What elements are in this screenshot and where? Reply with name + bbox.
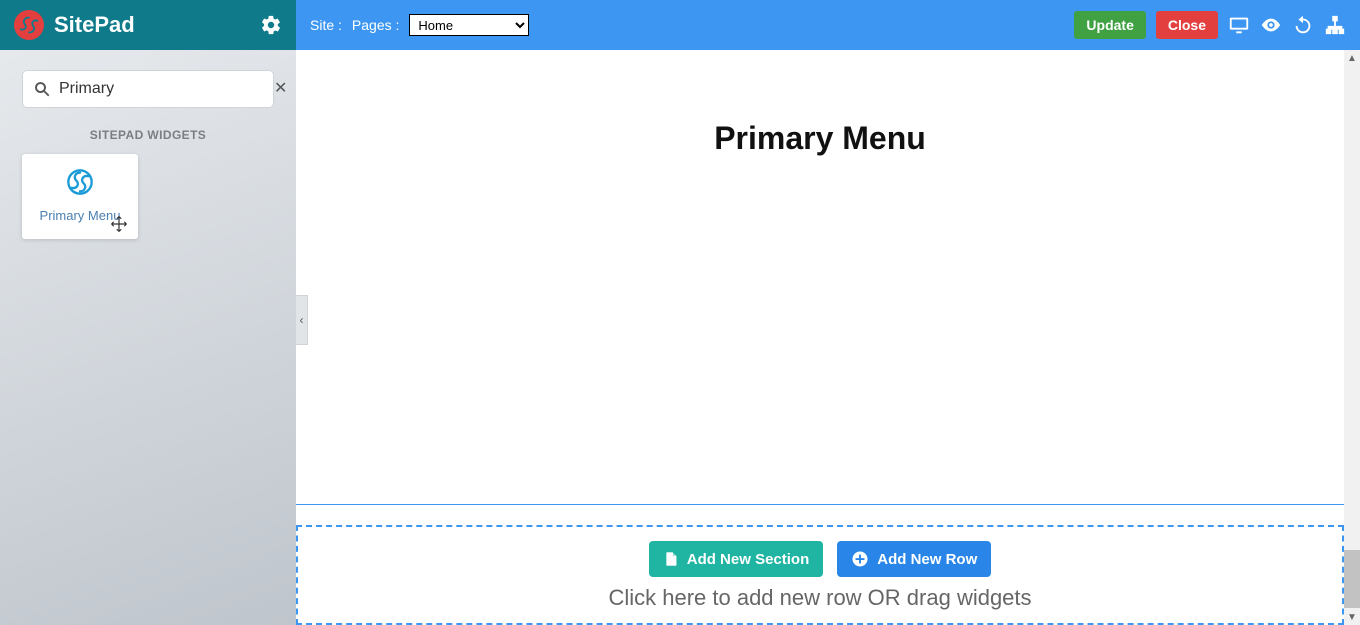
sitemap-icon[interactable]: [1324, 14, 1346, 36]
settings-gear-icon[interactable]: [260, 14, 282, 36]
editor-canvas: Primary Menu Add New Section Add New R: [296, 50, 1360, 625]
topbar: SitePad Site : Pages : Home Update Close: [0, 0, 1360, 50]
scroll-down-icon[interactable]: ▼: [1344, 609, 1360, 625]
widgets-heading: SITEPAD WIDGETS: [22, 128, 274, 142]
pages-label: Pages :: [352, 17, 399, 33]
widget-card-primary-menu[interactable]: Primary Menu: [22, 154, 138, 239]
history-undo-icon[interactable]: [1292, 14, 1314, 36]
canvas-section[interactable]: Primary Menu: [296, 50, 1344, 505]
sidebar: ✕ SITEPAD WIDGETS Primary Menu ‹: [0, 50, 296, 625]
main: ✕ SITEPAD WIDGETS Primary Menu ‹: [0, 50, 1360, 625]
add-section-button[interactable]: Add New Section: [649, 541, 824, 577]
scroll-up-icon[interactable]: ▲: [1344, 50, 1360, 66]
brand-name: SitePad: [54, 12, 135, 38]
sidebar-collapse-toggle[interactable]: ‹: [296, 295, 308, 345]
desktop-preview-icon[interactable]: [1228, 14, 1250, 36]
topbar-left-controls: Site : Pages : Home: [310, 14, 529, 36]
topbar-actions: Update Close: [1074, 11, 1346, 39]
close-button[interactable]: Close: [1156, 11, 1218, 39]
search-wrap: ✕: [22, 70, 274, 108]
add-section-label: Add New Section: [687, 551, 810, 568]
page-title: Primary Menu: [296, 120, 1344, 157]
eye-preview-icon[interactable]: [1260, 14, 1282, 36]
chevron-left-icon: ‹: [300, 313, 304, 327]
search-icon: [33, 80, 51, 98]
drop-buttons: Add New Section Add New Row: [649, 541, 992, 577]
canvas-inner: Primary Menu Add New Section Add New R: [296, 50, 1344, 625]
widget-search-input[interactable]: [59, 80, 266, 98]
topbar-right: Site : Pages : Home Update Close: [296, 0, 1360, 50]
vertical-scrollbar[interactable]: ▲ ▼: [1344, 50, 1360, 625]
move-cursor-icon: [110, 215, 128, 233]
brand-block: SitePad: [0, 0, 296, 50]
drop-zone[interactable]: Add New Section Add New Row Click here t…: [296, 525, 1344, 625]
plus-circle-icon: [851, 550, 869, 568]
scroll-thumb[interactable]: [1344, 550, 1360, 608]
file-icon: [663, 550, 679, 568]
brand-logo-icon: [14, 10, 44, 40]
pages-select[interactable]: Home: [409, 14, 529, 36]
sitepad-swirl-icon: [66, 168, 94, 196]
add-row-label: Add New Row: [877, 551, 977, 568]
update-button[interactable]: Update: [1074, 11, 1145, 39]
add-row-button[interactable]: Add New Row: [837, 541, 991, 577]
brand-left: SitePad: [14, 10, 135, 40]
site-label: Site :: [310, 17, 342, 33]
search-clear-icon[interactable]: ✕: [274, 81, 287, 97]
drop-hint: Click here to add new row OR drag widget…: [608, 585, 1031, 611]
